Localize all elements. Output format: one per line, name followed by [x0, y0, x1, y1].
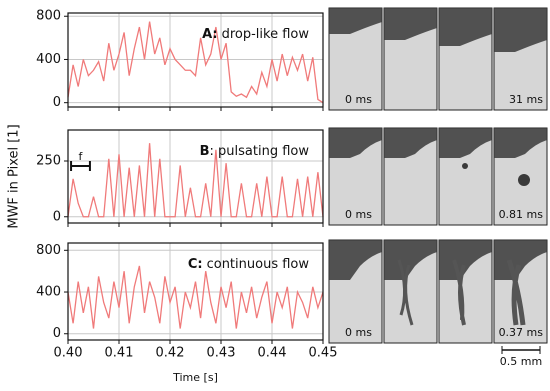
- panel-title-text: : pulsating flow: [210, 144, 310, 159]
- panel-label: C:: [188, 257, 203, 272]
- nozzle: [384, 8, 437, 40]
- y-tick-label: 400: [36, 52, 61, 67]
- frame-time-label: 0.37 ms: [499, 326, 544, 339]
- nozzle: [329, 240, 382, 280]
- frame-time-label: 31 ms: [509, 93, 543, 106]
- panel-title-text: continuous flow: [207, 257, 310, 272]
- x-tick-label: 0.42: [156, 346, 185, 361]
- panel-title-text: drop-like flow: [222, 27, 310, 42]
- line: [67, 143, 324, 218]
- panel-title: B: pulsating flow: [200, 144, 310, 159]
- frame-time-label: 0 ms: [345, 326, 372, 339]
- line: [67, 265, 324, 329]
- y-tick-label: 800: [36, 243, 61, 258]
- y-axis-label: MWF in Pixel [1]: [7, 124, 22, 228]
- plot-frame: [67, 12, 324, 108]
- nozzle: [384, 240, 437, 280]
- annotation: f: [79, 150, 84, 163]
- frame-time-label: 0.81 ms: [499, 208, 544, 221]
- frame-time-label: 0 ms: [345, 208, 372, 221]
- panel-title: A: drop-like flow: [202, 27, 309, 42]
- plot-frame: [67, 242, 324, 341]
- x-tick-label: 0.45: [309, 346, 338, 361]
- nozzle: [439, 240, 492, 280]
- y-tick-label: 0: [53, 95, 61, 110]
- jet: [397, 259, 414, 326]
- nozzle: [494, 8, 547, 52]
- scale-bar-label: 0.5 mm: [500, 355, 542, 368]
- nozzle: [494, 240, 547, 280]
- y-tick-label: 800: [36, 9, 61, 24]
- panel-title: C: continuous flow: [188, 257, 310, 272]
- nozzle: [329, 8, 382, 34]
- plot-frame: [67, 129, 324, 224]
- x-axis-label: Time [s]: [172, 371, 218, 384]
- jet: [506, 259, 526, 326]
- nozzle: [494, 128, 547, 158]
- nozzle: [439, 8, 492, 46]
- y-tick-label: 0: [53, 209, 61, 224]
- panel-label: B: [200, 144, 210, 159]
- y-tick-label: 400: [36, 285, 61, 300]
- line: [67, 21, 324, 104]
- nozzle: [439, 128, 492, 158]
- nozzle: [329, 128, 382, 158]
- panel-label: A:: [202, 27, 218, 42]
- jet: [452, 259, 466, 326]
- y-tick-label: 250: [36, 154, 61, 169]
- x-tick-label: 0.44: [258, 346, 287, 361]
- y-tick-label: 0: [53, 326, 61, 341]
- nozzle: [384, 128, 437, 158]
- droplet: [462, 163, 468, 169]
- x-tick-label: 0.43: [207, 346, 236, 361]
- x-tick-label: 0.41: [105, 346, 134, 361]
- droplet: [518, 174, 530, 186]
- frame-time-label: 0 ms: [345, 93, 372, 106]
- x-tick-label: 0.40: [54, 346, 83, 361]
